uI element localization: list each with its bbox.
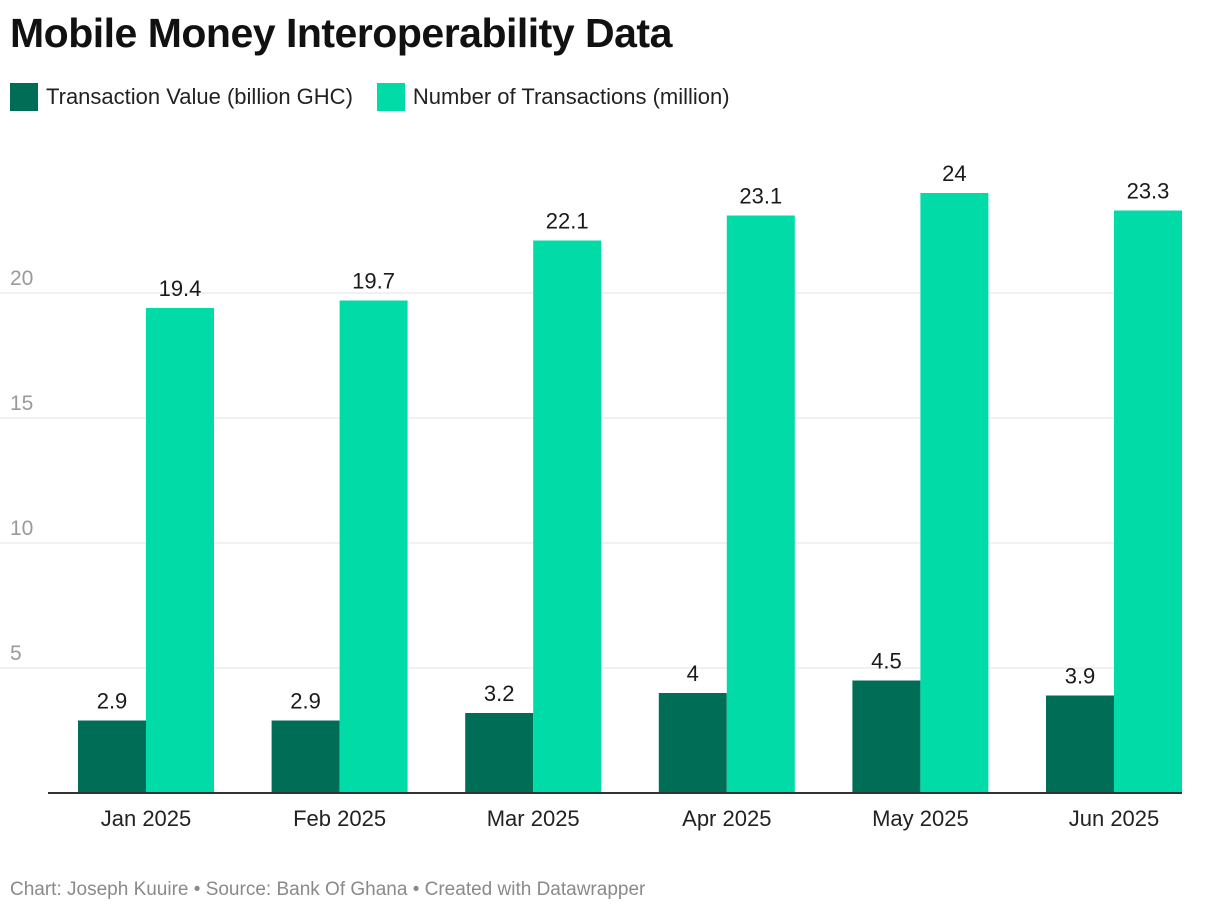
x-tick-label: Apr 2025 [682,806,771,831]
bar-number-of-transactions [1114,210,1182,793]
bar-transaction-value [465,713,534,793]
x-tick-label: Feb 2025 [293,806,386,831]
legend-item-transaction-value: Transaction Value (billion GHC) [10,83,353,111]
legend-label-number-of-transactions: Number of Transactions (million) [412,84,730,109]
data-label: 4.5 [871,649,902,674]
y-tick-label: 15 [10,392,33,415]
legend-swatch-number-of-transactions [376,83,405,111]
data-label: 22.1 [546,209,589,234]
data-label: 3.2 [484,681,515,706]
bar-transaction-value [78,720,146,793]
legend-swatch-transaction-value [10,83,38,111]
chart-title: Mobile Money Interoperability Data [10,10,672,56]
bar-transaction-value [852,680,921,793]
x-tick-label: May 2025 [872,806,969,831]
x-tick-label: Mar 2025 [487,806,580,831]
chart-footer: Chart: Joseph Kuuire • Source: Bank Of G… [10,879,646,900]
legend: Transaction Value (billion GHC) Number o… [10,83,754,111]
data-label: 4 [687,661,699,686]
data-label: 19.4 [159,276,202,301]
data-label: 19.7 [352,269,395,294]
bar-transaction-value [658,693,727,793]
data-label: 3.9 [1065,664,1096,689]
bar-number-of-transactions [339,300,408,793]
data-label: 24 [942,161,966,186]
bar-transaction-value [1046,695,1114,793]
bar-number-of-transactions [533,240,602,793]
bar-number-of-transactions [726,215,795,793]
y-tick-label: 20 [10,267,33,290]
legend-label-transaction-value: Transaction Value (billion GHC) [46,84,353,109]
data-label: 23.3 [1127,179,1170,204]
bar-number-of-transactions [146,308,214,793]
y-tick-label: 10 [10,517,33,540]
bar-number-of-transactions [920,193,989,793]
x-tick-label: Jan 2025 [101,806,192,831]
data-label: 23.1 [739,184,782,209]
legend-item-number-of-transactions: Number of Transactions (million) [376,83,730,111]
x-tick-label: Jun 2025 [1069,806,1160,831]
y-tick-label: 5 [10,642,22,665]
bar-transaction-value [271,720,340,793]
data-label: 2.9 [290,689,321,714]
data-label: 2.9 [97,689,128,714]
